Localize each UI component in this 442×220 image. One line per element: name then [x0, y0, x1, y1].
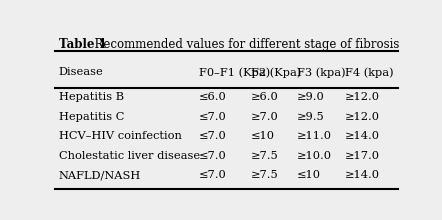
Text: ≤7.0: ≤7.0 — [199, 170, 227, 180]
Text: F2 (Kpa): F2 (Kpa) — [251, 67, 301, 78]
Text: F4 (kpa): F4 (kpa) — [345, 67, 393, 78]
Text: ≥7.0: ≥7.0 — [251, 112, 278, 122]
Text: ≤6.0: ≤6.0 — [199, 92, 227, 103]
Text: ≥17.0: ≥17.0 — [345, 151, 380, 161]
Text: ≥7.5: ≥7.5 — [251, 170, 278, 180]
Text: Hepatitis B: Hepatitis B — [59, 92, 124, 103]
Text: ≥14.0: ≥14.0 — [345, 131, 380, 141]
Text: ≥10.0: ≥10.0 — [297, 151, 332, 161]
Text: ≥11.0: ≥11.0 — [297, 131, 332, 141]
Text: ≤10: ≤10 — [251, 131, 274, 141]
Text: ≥6.0: ≥6.0 — [251, 92, 278, 103]
Text: ≤7.0: ≤7.0 — [199, 131, 227, 141]
Text: ≥12.0: ≥12.0 — [345, 112, 380, 122]
Text: ≥14.0: ≥14.0 — [345, 170, 380, 180]
Text: ≥9.0: ≥9.0 — [297, 92, 324, 103]
Text: HCV–HIV coinfection: HCV–HIV coinfection — [59, 131, 182, 141]
Text: Cholestatic liver disease: Cholestatic liver disease — [59, 151, 200, 161]
Text: NAFLD/NASH: NAFLD/NASH — [59, 170, 141, 180]
Text: ≥12.0: ≥12.0 — [345, 92, 380, 103]
Text: F3 (kpa): F3 (kpa) — [297, 67, 345, 78]
Text: ≤10: ≤10 — [297, 170, 321, 180]
Text: Table 1: Table 1 — [59, 38, 107, 51]
Text: ≤7.0: ≤7.0 — [199, 151, 227, 161]
Text: Disease: Disease — [59, 67, 103, 77]
Text: Recommended values for different stage of fibrosis: Recommended values for different stage o… — [87, 38, 399, 51]
Text: ≤7.0: ≤7.0 — [199, 112, 227, 122]
Text: Hepatitis C: Hepatitis C — [59, 112, 124, 122]
Text: F0–F1 (Kpa): F0–F1 (Kpa) — [199, 67, 271, 78]
Text: ≥7.5: ≥7.5 — [251, 151, 278, 161]
Text: ≥9.5: ≥9.5 — [297, 112, 324, 122]
